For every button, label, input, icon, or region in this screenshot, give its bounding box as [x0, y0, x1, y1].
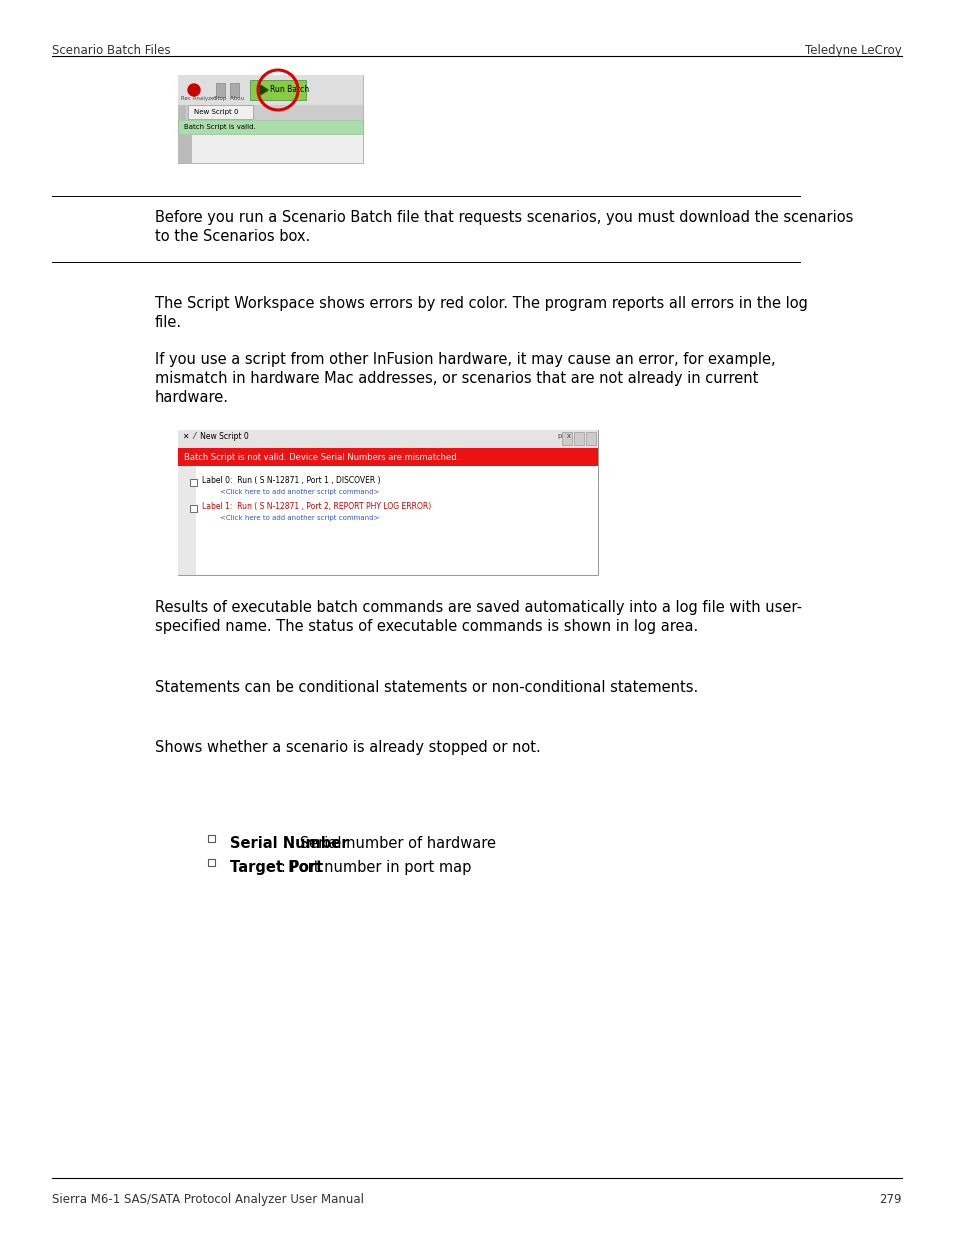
Bar: [178, 75, 363, 163]
Text: If you use a script from other InFusion hardware, it may cause an error, for exa: If you use a script from other InFusion …: [154, 352, 775, 367]
Text: <Click here to add another script command>: <Click here to add another script comman…: [220, 515, 379, 521]
Text: Before you run a Scenario Batch file that requests scenarios, you must download : Before you run a Scenario Batch file tha…: [154, 210, 853, 225]
Text: The Script Workspace shows errors by red color. The program reports all errors i: The Script Workspace shows errors by red…: [154, 296, 807, 311]
Text: Serial Number: Serial Number: [230, 836, 348, 851]
Bar: [178, 75, 363, 105]
Bar: [190, 479, 196, 487]
Bar: [208, 835, 214, 842]
Text: Statements can be conditional statements or non-conditional statements.: Statements can be conditional statements…: [154, 680, 698, 695]
Polygon shape: [260, 85, 268, 95]
Bar: [188, 105, 253, 119]
Bar: [250, 80, 306, 100]
Bar: [230, 83, 239, 98]
Bar: [585, 432, 596, 445]
Bar: [178, 430, 598, 576]
Text: New Script 0: New Script 0: [193, 109, 238, 115]
Text: specified name. The status of executable commands is shown in log area.: specified name. The status of executable…: [154, 619, 698, 634]
Bar: [178, 466, 598, 576]
Text: Label 1:  Run ( S N-12871 , Port 2, REPORT PHY LOG ERROR): Label 1: Run ( S N-12871 , Port 2, REPOR…: [202, 501, 431, 511]
Bar: [178, 135, 192, 163]
Text: Results of executable batch commands are saved automatically into a log file wit: Results of executable batch commands are…: [154, 600, 801, 615]
Text: : Port number in port map: : Port number in port map: [230, 860, 471, 876]
Text: 279: 279: [879, 1193, 901, 1207]
Text: : Serial number of hardware: : Serial number of hardware: [230, 836, 496, 851]
Text: p  x: p x: [558, 433, 571, 438]
Text: Sierra M6-1 SAS/SATA Protocol Analyzer User Manual: Sierra M6-1 SAS/SATA Protocol Analyzer U…: [52, 1193, 364, 1207]
Text: ✕  ⁄  New Script 0: ✕ ⁄ New Script 0: [183, 432, 249, 441]
Bar: [178, 466, 195, 576]
Text: mismatch in hardware Mac addresses, or scenarios that are not already in current: mismatch in hardware Mac addresses, or s…: [154, 370, 758, 387]
Text: to the Scenarios box.: to the Scenarios box.: [154, 228, 310, 245]
Bar: [178, 430, 598, 448]
Bar: [208, 860, 214, 866]
Text: file.: file.: [154, 315, 182, 330]
Bar: [215, 83, 225, 98]
Text: Batch Script is not valid. Device Serial Numbers are mismatched.: Batch Script is not valid. Device Serial…: [184, 452, 458, 462]
Bar: [574, 432, 583, 445]
Text: Target Port: Target Port: [230, 860, 323, 876]
Text: Run Batch: Run Batch: [270, 85, 309, 95]
Text: Batch Script is valid.: Batch Script is valid.: [184, 124, 255, 130]
Text: Teledyne LeCroy: Teledyne LeCroy: [804, 44, 901, 57]
Text: <Click here to add another script command>: <Click here to add another script comman…: [220, 489, 379, 495]
Text: Shows whether a scenario is already stopped or not.: Shows whether a scenario is already stop…: [154, 740, 540, 755]
Text: hardware.: hardware.: [154, 390, 229, 405]
Text: Rec Analyzer: Rec Analyzer: [181, 96, 216, 101]
Text: Scenario Batch Files: Scenario Batch Files: [52, 44, 171, 57]
Circle shape: [188, 84, 200, 96]
Bar: [190, 505, 196, 513]
Text: Label 0:  Run ( S N-12871 , Port 1 , DISCOVER ): Label 0: Run ( S N-12871 , Port 1 , DISC…: [202, 475, 380, 485]
Bar: [178, 105, 363, 120]
Bar: [178, 120, 363, 135]
Bar: [178, 448, 598, 466]
Bar: [178, 105, 186, 120]
Bar: [561, 432, 572, 445]
Text: Stop  Abou: Stop Abou: [213, 96, 244, 101]
